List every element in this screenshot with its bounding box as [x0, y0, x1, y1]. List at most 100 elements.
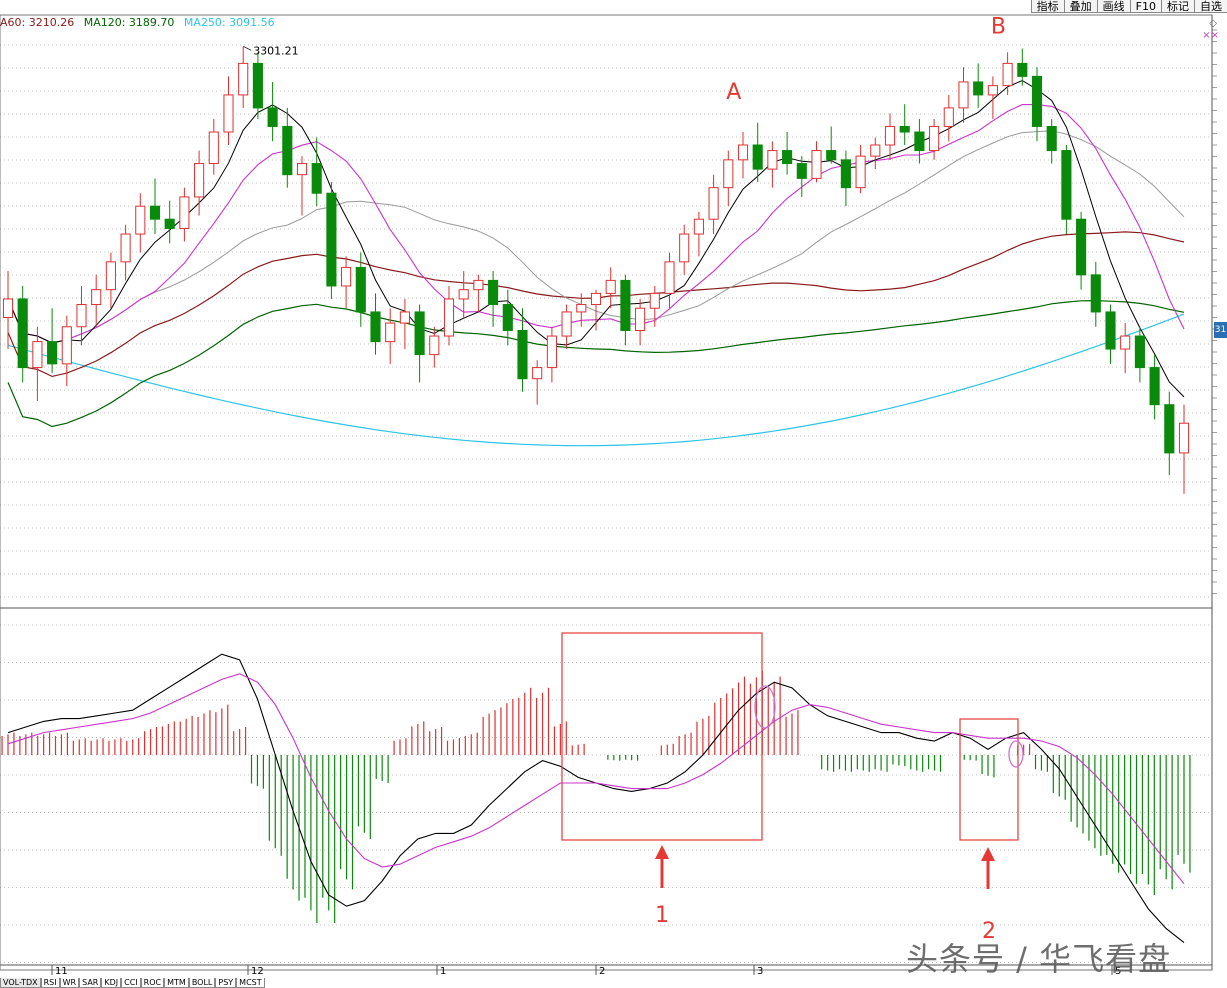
signal-arrow-1 — [655, 845, 669, 888]
candle — [679, 224, 690, 275]
candle — [782, 132, 793, 175]
candle — [311, 137, 322, 207]
candle — [194, 150, 205, 216]
candle-body — [91, 289, 102, 306]
candle-body — [1002, 62, 1013, 87]
candle-body — [120, 233, 131, 263]
tab-boll[interactable]: BOLL — [188, 978, 216, 988]
candle — [723, 150, 734, 207]
candle-body — [826, 150, 837, 161]
candle-body — [884, 125, 896, 146]
candle — [17, 285, 28, 383]
candle-body — [458, 289, 469, 300]
ma-legend: A60: 3210.26 MA120: 3189.70 MA250: 3091.… — [0, 16, 281, 29]
f10-button[interactable]: F10 — [1129, 0, 1161, 13]
candle — [120, 224, 131, 281]
candle — [635, 298, 646, 346]
tab-psy[interactable]: PSY — [215, 978, 237, 988]
candle — [649, 285, 660, 327]
candle — [561, 304, 572, 350]
mark-button[interactable]: 标记 — [1161, 0, 1194, 13]
candle — [208, 119, 219, 175]
chart-toolbar: 指标 叠加 画线 F10 标记 自选 — [1030, 0, 1227, 13]
draw-line-button[interactable]: 画线 — [1096, 0, 1130, 13]
candle — [473, 274, 484, 312]
candle-body — [605, 279, 616, 294]
candle-body — [32, 341, 43, 369]
candle — [1046, 119, 1057, 164]
tab-mcst[interactable]: MCST — [236, 978, 265, 988]
candle-body — [164, 218, 175, 229]
candle-body — [282, 125, 293, 176]
candle — [355, 252, 366, 327]
candle — [767, 141, 778, 188]
indicator-button[interactable]: 指标 — [1030, 0, 1064, 13]
macd-dea-line — [7, 673, 1185, 885]
candle — [135, 193, 146, 253]
candle — [855, 145, 866, 194]
cross-circle-2 — [1008, 740, 1024, 768]
cross-marks-icon: ×× — [1202, 30, 1219, 41]
signal-box-2 — [959, 718, 1019, 841]
candle — [443, 285, 455, 346]
candle — [91, 274, 102, 327]
tab-rsi[interactable]: RSI — [40, 978, 60, 988]
candle-body — [355, 266, 366, 313]
candle-body — [17, 298, 28, 369]
candle — [502, 289, 513, 346]
tab-vol-tdx[interactable]: VOL-TDX — [0, 978, 41, 988]
candle-body — [987, 85, 998, 96]
candle — [370, 293, 381, 355]
candle — [414, 304, 425, 383]
candle-body — [2, 298, 14, 318]
candle-body — [399, 311, 410, 324]
chart-frame — [0, 14, 1213, 971]
overlay-button[interactable]: 叠加 — [1063, 0, 1097, 13]
candle-body — [576, 304, 587, 313]
tab-kdj[interactable]: KDJ — [101, 978, 122, 988]
candle-body — [1090, 274, 1101, 313]
candle-body — [311, 163, 322, 194]
candle-body — [1046, 125, 1057, 152]
candle-body — [649, 292, 660, 309]
candle-body — [105, 261, 116, 291]
tab-cci[interactable]: CCI — [121, 978, 141, 988]
watchlist-button[interactable]: 自选 — [1194, 0, 1227, 13]
candle-body — [429, 335, 440, 356]
candle — [399, 298, 410, 350]
diamond-icon[interactable]: ◇ — [1209, 18, 1217, 29]
candle-body — [1061, 150, 1072, 220]
candle — [1120, 323, 1131, 374]
candle-body — [1031, 75, 1043, 127]
candle — [1002, 52, 1013, 95]
indicator-tabs: VOL-TDX RSI WR SAR KDJ CCI ROC MTM BOLL … — [0, 978, 265, 988]
tab-sar[interactable]: SAR — [79, 978, 102, 988]
candle — [532, 360, 543, 405]
x-axis-label: 1 — [440, 966, 446, 977]
candle-body — [238, 62, 249, 96]
ma250-value: MA250: 3091.56 — [183, 16, 275, 29]
candle-body — [194, 163, 205, 198]
candle — [429, 326, 440, 368]
tab-wr[interactable]: WR — [59, 978, 80, 988]
candle-body — [590, 292, 602, 306]
candle — [1090, 261, 1101, 327]
watermark: 头条号 / 华飞看盘 — [906, 940, 1172, 978]
x-axis-label: 3 — [757, 966, 763, 977]
high-price-label: 3301.21 — [253, 44, 299, 57]
candle — [267, 81, 278, 142]
candle — [987, 76, 998, 120]
candle — [752, 122, 763, 183]
ma120-line — [7, 299, 1185, 428]
candle — [458, 271, 469, 318]
tab-mtm[interactable]: MTM — [164, 978, 189, 988]
candle — [164, 200, 175, 244]
candle — [385, 308, 396, 364]
candle — [282, 107, 293, 188]
candle-body — [664, 261, 675, 294]
candle-body — [1134, 335, 1145, 369]
candle-body — [341, 266, 352, 287]
tab-roc[interactable]: ROC — [140, 978, 165, 988]
